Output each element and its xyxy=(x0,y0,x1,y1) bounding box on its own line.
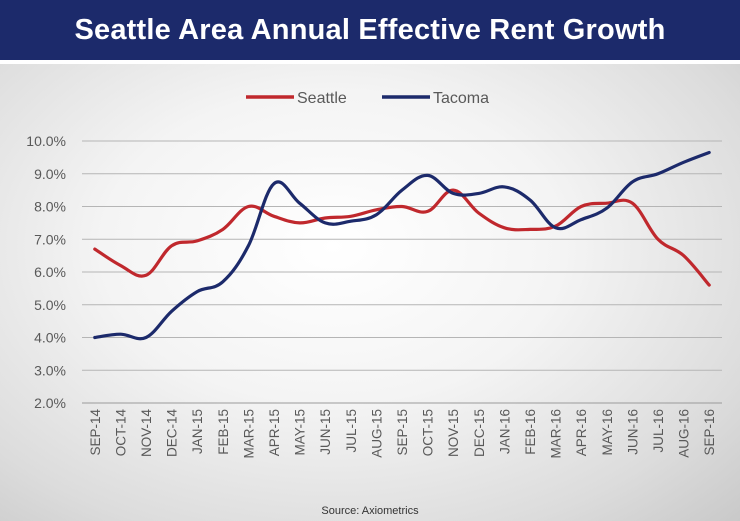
x-tick-label: FEB-16 xyxy=(523,409,538,455)
chart-title-bar: Seattle Area Annual Effective Rent Growt… xyxy=(0,0,740,60)
x-tick-label: APR-15 xyxy=(267,409,282,456)
x-axis: SEP-14 OCT-14 NOV-14 DEC-14 JAN-15 FEB-15 MAR-… xyxy=(82,402,722,459)
y-tick-label: 9.0% xyxy=(34,166,66,182)
y-tick-label: 3.0% xyxy=(34,362,66,378)
x-tick-label: MAR-15 xyxy=(241,409,256,459)
x-tick-label: JAN-16 xyxy=(497,409,512,454)
chart-title: Seattle Area Annual Effective Rent Growt… xyxy=(74,13,666,46)
x-tick-label: MAY-15 xyxy=(293,409,308,456)
legend: Seattle Tacoma xyxy=(246,90,489,107)
series-lines xyxy=(93,150,711,341)
x-tick-label: DEC-14 xyxy=(165,409,180,458)
x-tick-label: SEP-15 xyxy=(395,409,410,456)
y-tick-label: 10.0% xyxy=(26,133,66,149)
y-tick-label: 7.0% xyxy=(34,231,66,247)
y-tick-label: 2.0% xyxy=(34,395,66,411)
x-tick-label: NOV-14 xyxy=(139,409,154,458)
x-tick-label: APR-16 xyxy=(574,409,589,456)
grid-lines xyxy=(82,140,722,404)
x-tick-label: OCT-15 xyxy=(421,409,436,456)
chart-panel xyxy=(0,64,740,521)
y-tick-label: 5.0% xyxy=(34,297,66,313)
y-axis: 10.0% 9.0% 8.0% 7.0% 6.0% 5.0% 4.0% 3.0% 2.0% xyxy=(26,133,66,411)
y-tick-label: 6.0% xyxy=(34,264,66,280)
legend-label-tacoma: Tacoma xyxy=(433,90,489,107)
x-tick-label: SEP-14 xyxy=(88,409,103,456)
x-tick-label: MAR-16 xyxy=(549,409,564,459)
x-tick-label: SEP-16 xyxy=(702,409,717,456)
x-tick-label: AUG-15 xyxy=(369,409,384,458)
x-tick-label: FEB-15 xyxy=(216,409,231,455)
x-tick-label: MAY-16 xyxy=(600,409,615,456)
x-tick-label: NOV-15 xyxy=(446,409,461,457)
legend-label-seattle: Seattle xyxy=(297,90,347,107)
title-divider xyxy=(0,60,740,64)
source-note: Source: Axiometrics xyxy=(321,505,419,517)
x-tick-label: AUG-16 xyxy=(677,409,692,458)
y-tick-label: 4.0% xyxy=(34,330,66,346)
x-tick-label: JUL-15 xyxy=(344,409,359,453)
x-tick-label: JUL-16 xyxy=(651,409,666,453)
series-line-seattle xyxy=(93,188,711,287)
x-tick-label: DEC-15 xyxy=(472,409,487,457)
x-tick-label: JAN-15 xyxy=(190,409,205,454)
x-tick-label: JUN-15 xyxy=(318,409,333,455)
y-tick-label: 8.0% xyxy=(34,199,66,215)
x-tick-label: OCT-14 xyxy=(113,409,128,457)
x-tick-label: JUN-16 xyxy=(625,409,640,455)
series-line-tacoma xyxy=(93,150,711,341)
